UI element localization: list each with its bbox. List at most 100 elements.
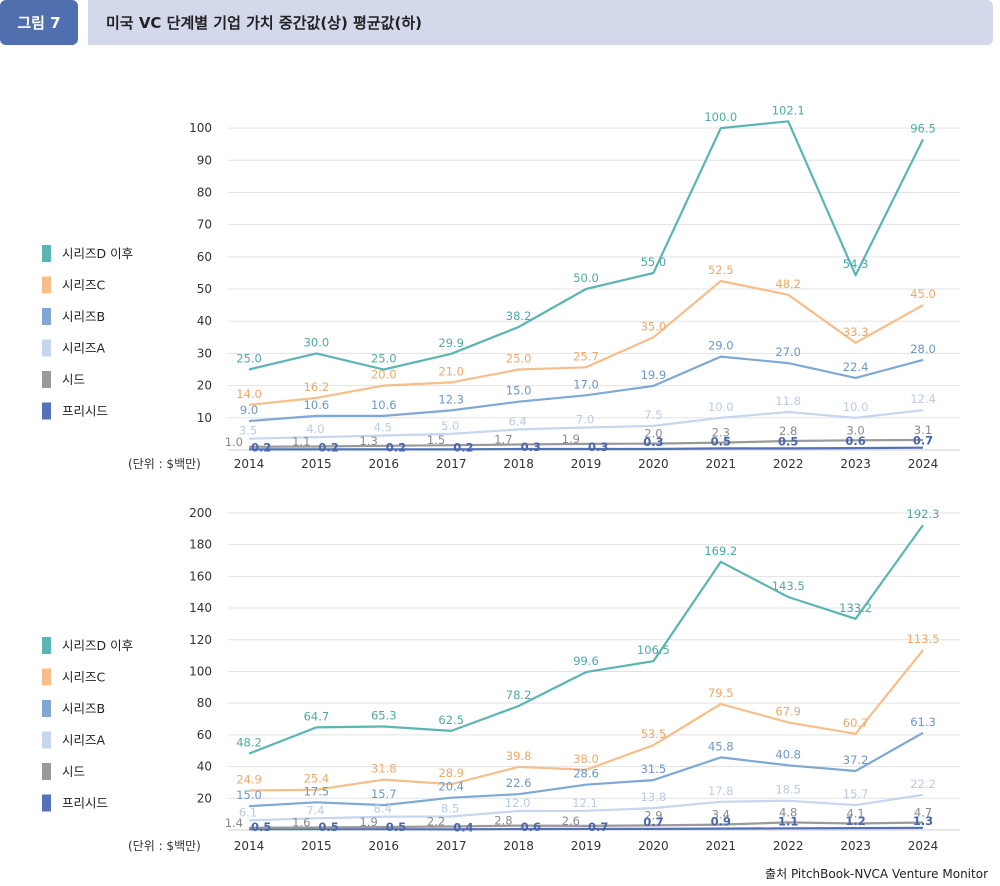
data-label: 6.1 <box>239 805 257 819</box>
data-label: 7.5 <box>644 408 662 422</box>
data-label: 143.5 <box>772 579 805 593</box>
data-label: 12.1 <box>572 796 598 810</box>
data-label: 17.5 <box>304 784 330 798</box>
series-line-series-d <box>248 524 924 755</box>
data-label: 65.3 <box>371 708 397 722</box>
data-label: 79.5 <box>708 686 734 700</box>
data-label: 28.0 <box>910 342 936 356</box>
data-label: 7.4 <box>306 803 324 817</box>
data-label: 0.5 <box>711 434 731 448</box>
source-note: 출처 PitchBook-NVCA Venture Monitor <box>765 867 988 881</box>
data-label: 0.5 <box>778 434 798 448</box>
data-label: 18.5 <box>775 783 801 797</box>
y-tick-label: 10 <box>197 411 212 425</box>
x-tick-label: 2016 <box>369 839 400 853</box>
data-label: 7.0 <box>576 412 594 426</box>
data-label: 40.8 <box>775 747 801 761</box>
legend-label: 시리즈B <box>62 309 105 324</box>
data-label: 3.1 <box>914 423 932 437</box>
data-label: 31.8 <box>371 762 397 776</box>
data-label: 0.7 <box>588 820 608 834</box>
data-label: 38.2 <box>506 309 532 323</box>
data-label: 2.8 <box>779 424 797 438</box>
data-label: 1.6 <box>292 815 310 829</box>
y-tick-label: 80 <box>197 696 212 710</box>
data-label: 17.8 <box>708 784 734 798</box>
data-label: 20.4 <box>438 780 464 794</box>
y-tick-label: 140 <box>189 601 212 615</box>
x-tick-label: 2024 <box>908 839 939 853</box>
data-label: 10.6 <box>371 398 397 412</box>
data-label: 12.3 <box>438 392 464 406</box>
legend-label: 시드 <box>62 764 85 779</box>
data-label: 15.7 <box>371 787 397 801</box>
x-tick-label: 2014 <box>234 457 265 471</box>
data-label: 113.5 <box>907 632 940 646</box>
data-label: 17.0 <box>573 377 599 391</box>
series-line-series-a <box>248 793 924 822</box>
data-label: 12.4 <box>910 392 936 406</box>
data-label: 0.7 <box>913 434 933 448</box>
data-label: 24.9 <box>236 773 262 787</box>
data-label: 0.3 <box>643 435 663 449</box>
legend-swatch <box>42 637 51 654</box>
data-label: 13.8 <box>641 790 667 804</box>
x-tick-label: 2017 <box>436 457 467 471</box>
data-label: 0.4 <box>453 820 473 834</box>
data-label: 1.9 <box>562 432 580 446</box>
x-tick-label: 2024 <box>908 457 939 471</box>
data-label: 133.2 <box>839 601 872 615</box>
x-tick-label: 2021 <box>706 457 737 471</box>
data-label: 50.0 <box>573 271 599 285</box>
data-label: 25.4 <box>304 772 330 786</box>
data-label: 25.0 <box>236 352 262 366</box>
y-tick-label: 50 <box>197 282 212 296</box>
data-label: 28.6 <box>573 767 599 781</box>
legend-swatch <box>42 245 51 262</box>
y-tick-label: 40 <box>197 760 212 774</box>
data-label: 0.2 <box>453 440 473 454</box>
data-label: 100.0 <box>704 110 737 124</box>
legend-label: 시리즈C <box>62 278 106 293</box>
y-tick-label: 60 <box>197 728 212 742</box>
data-label: 15.7 <box>843 787 869 801</box>
data-label: 4.0 <box>306 422 324 436</box>
x-tick-label: 2020 <box>638 839 669 853</box>
series-line-series-a <box>248 409 924 440</box>
y-tick-label: 100 <box>189 664 212 678</box>
series-line-series-c <box>248 279 924 406</box>
data-label: 96.5 <box>910 121 936 135</box>
x-tick-label: 2016 <box>369 457 400 471</box>
data-label: 25.0 <box>506 352 532 366</box>
data-label: 0.9 <box>711 815 731 829</box>
data-label: 37.2 <box>843 753 869 767</box>
x-tick-label: 2018 <box>503 457 534 471</box>
data-label: 0.5 <box>251 820 271 834</box>
legend-swatch <box>42 794 51 812</box>
figure-label: 그림 7 <box>0 0 78 45</box>
y-tick-label: 160 <box>189 569 212 583</box>
data-label: 54.3 <box>843 257 869 271</box>
data-label: 55.0 <box>641 255 667 269</box>
x-tick-label: 2014 <box>234 839 265 853</box>
data-label: 4.1 <box>846 807 864 821</box>
legend-label: 시리즈C <box>62 670 106 685</box>
data-label: 15.0 <box>506 384 532 398</box>
data-label: 0.6 <box>845 434 865 448</box>
x-tick-label: 2023 <box>840 457 871 471</box>
data-label: 11.8 <box>775 394 801 408</box>
figure-title: 미국 VC 단계별 기업 가치 중간값(상) 평균값(하) <box>88 0 993 45</box>
data-label: 48.2 <box>775 277 801 291</box>
data-label: 39.8 <box>506 749 532 763</box>
unit-label: (단위 : $백만) <box>128 457 201 471</box>
x-tick-label: 2023 <box>840 839 871 853</box>
data-label: 169.2 <box>704 544 737 558</box>
data-label: 2.6 <box>562 814 580 828</box>
data-label: 16.2 <box>304 380 330 394</box>
data-label: 1.1 <box>778 814 798 828</box>
data-label: 12.0 <box>505 796 531 810</box>
data-label: 3.0 <box>846 423 864 437</box>
data-label: 60.7 <box>843 716 869 730</box>
data-label: 1.2 <box>845 814 865 828</box>
legend-swatch <box>42 402 51 420</box>
